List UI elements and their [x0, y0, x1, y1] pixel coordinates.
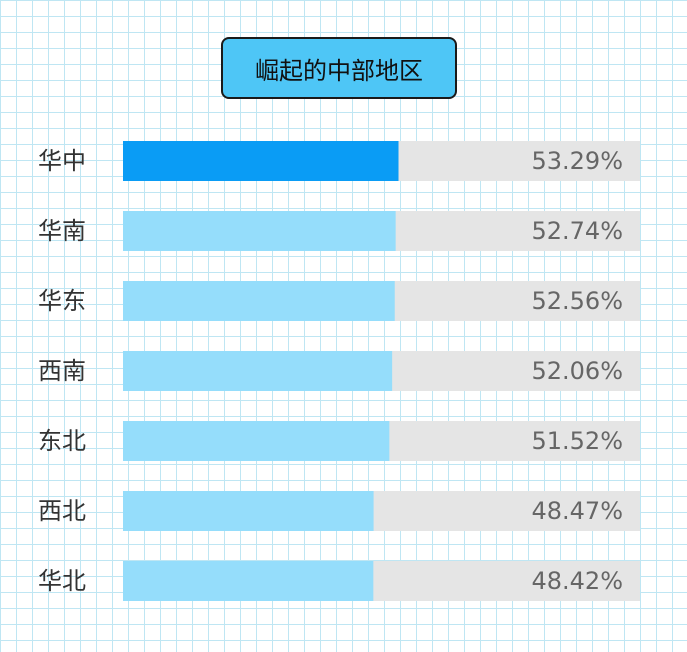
- bar-5: [123, 491, 374, 531]
- category-label: 华北: [38, 567, 86, 595]
- value-label: 51.52%: [531, 427, 623, 455]
- category-label: 东北: [38, 427, 86, 455]
- value-label: 48.42%: [531, 567, 623, 595]
- bar-3: [123, 351, 393, 391]
- category-label: 西北: [38, 497, 86, 525]
- bar-1: [123, 211, 396, 251]
- value-label: 52.06%: [531, 357, 623, 385]
- bar-0: [123, 141, 399, 181]
- value-label: 52.56%: [531, 287, 623, 315]
- category-label: 华南: [38, 217, 86, 245]
- bar-6: [123, 561, 374, 601]
- value-label: 48.47%: [531, 497, 623, 525]
- chart-title: 崛起的中部地区: [221, 37, 457, 99]
- category-label: 华东: [38, 287, 86, 315]
- bar-4: [123, 421, 390, 461]
- bar-2: [123, 281, 395, 321]
- value-label: 53.29%: [531, 147, 623, 175]
- category-label: 西南: [38, 357, 86, 385]
- value-label: 52.74%: [531, 217, 623, 245]
- category-label: 华中: [38, 147, 86, 175]
